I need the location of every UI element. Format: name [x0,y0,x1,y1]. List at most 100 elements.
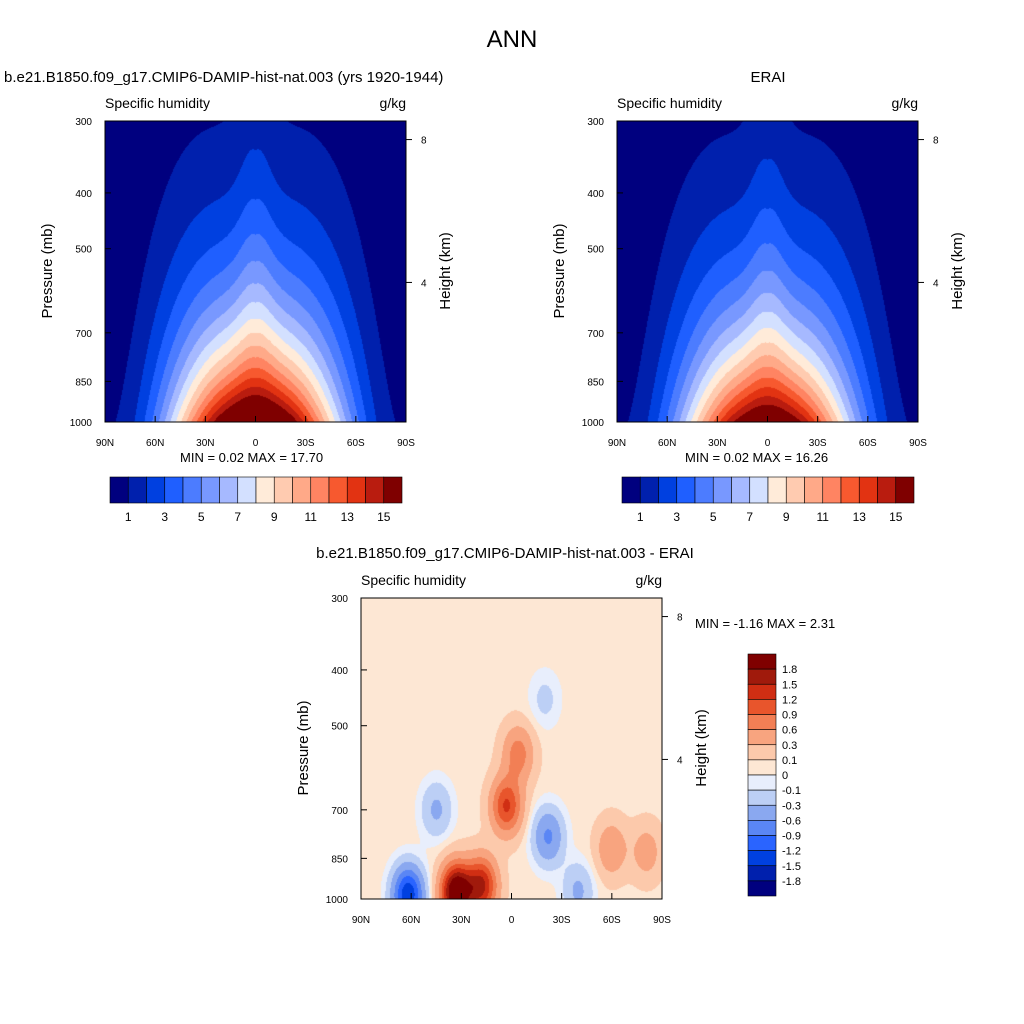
y-axis-label: Pressure (mb) [295,700,312,795]
x-tick-label: 0 [765,438,771,449]
axes: 90N 60N 30N 0 30S 60S 90S 300 400 500 700 850 1000 8 4 [70,117,427,449]
colorbar-swatch [164,476,184,504]
colorbar-swatch [747,759,777,776]
colorbar-swatch [383,476,403,504]
colorbar-swatch [858,476,878,504]
colorbar-swatch [255,476,275,504]
y-tick-label: 500 [75,245,92,256]
y-tick-label: 300 [331,594,348,605]
colorbar-swatch [639,476,659,504]
y-tick-label: 400 [331,666,348,677]
x-tick-label: 90N [608,438,626,449]
colorbar-swatch [146,476,166,504]
y-tick-label: 700 [587,329,604,340]
y-tick-label: 850 [587,377,604,388]
y-tick-label: 300 [75,117,92,128]
colorbar-label: -1.2 [782,846,801,858]
min-max-text: MIN = 0.02 MAX = 16.26 [685,450,828,465]
colorbar-swatch [747,865,777,882]
difference-field-image [361,598,662,899]
axes: 90N 60N 30N 0 30S 60S 90S 300 400 500 700 850 1000 8 4 [326,594,683,926]
x-tick-label: 60N [146,438,164,449]
colorbar-swatch [200,476,220,504]
min-max-text: MIN = -1.16 MAX = 2.31 [695,616,835,631]
colorbar-swatch [328,476,348,504]
y-tick-label: 400 [75,189,92,200]
colorbar-swatch [365,476,385,504]
colorbar-swatch [731,476,751,504]
colorbar-label: 1.5 [782,679,797,691]
x-tick-label: 30S [809,438,827,449]
colorbar-label: 9 [783,510,790,524]
colorbar-label: 3 [673,510,680,524]
colorbar-label: 11 [305,510,318,524]
x-tick-label: 30N [196,438,214,449]
colorbar-label: 15 [889,510,903,524]
colorbar-swatch [785,476,805,504]
colorbar-swatch [621,476,641,504]
colorbar-label: 0 [782,770,788,782]
colorbar: 1 3 5 7 9 11 13 15 [109,476,403,524]
x-tick-label: 60N [658,438,676,449]
colorbar-swatch [182,476,202,504]
humidity-field-image [105,121,406,422]
colorbar-swatch [747,683,777,700]
x-tick-label: 90S [909,438,927,449]
colorbar-swatch [747,653,777,670]
panel-units: g/kg [892,95,918,111]
panel-variable-title: Specific humidity [361,572,466,588]
x-tick-label: 60S [859,438,877,449]
panel-variable-title: Specific humidity [617,95,722,111]
colorbar-swatch [237,476,257,504]
colorbar-swatch [747,804,777,821]
x-tick-label: 0 [253,438,259,449]
colorbar-swatch [747,820,777,836]
colorbar-label: 1 [637,510,644,524]
colorbar-label: -0.9 [782,831,801,843]
colorbar-label: 3 [161,510,168,524]
panel-difference: b.e21.B1850.f09_g17.CMIP6-DAMIP-hist-nat… [295,545,835,926]
x-tick-label: 90S [653,915,671,926]
colorbar-swatch [747,789,777,806]
colorbar-label: 9 [271,510,278,524]
y-tick-label: 1000 [70,418,93,429]
x-tick-label: 60N [402,915,420,926]
panel-model: b.e21.B1850.f09_g17.CMIP6-DAMIP-hist-nat… [4,69,454,524]
y-right-tick-label: 8 [677,613,683,624]
panel-erai: ERAI Specific humidity g/kg 90N 60N 30N 0 30… [551,69,966,524]
colorbar-label: -1.5 [782,861,801,873]
colorbar-swatch [292,476,312,504]
colorbar-label: 11 [817,510,830,524]
colorbar-label: 0.9 [782,710,797,722]
colorbar-swatch [658,476,678,504]
y-right-tick-label: 4 [677,755,683,766]
colorbar-swatch [676,476,696,504]
x-tick-label: 30S [553,915,571,926]
y-axis-right-label: Height (km) [949,232,966,310]
min-max-text: MIN = 0.02 MAX = 17.70 [180,450,323,465]
colorbar-swatch [822,476,842,504]
y-tick-label: 300 [587,117,604,128]
x-tick-label: 0 [509,915,515,926]
colorbar-swatch [840,476,860,504]
colorbar-label: 1.2 [782,694,797,706]
colorbar-swatch [346,476,366,504]
colorbar-swatch [127,476,147,504]
colorbar-swatch [694,476,714,504]
colorbar-label: -0.3 [782,800,801,812]
colorbar-label: 15 [377,510,391,524]
colorbar-label: 13 [853,510,867,524]
y-right-tick-label: 4 [421,278,427,289]
x-tick-label: 60S [347,438,365,449]
colorbar: 1.8 1.5 1.2 0.9 0.6 0.3 0.1 0 -0.1 -0.3 -0.6 -0.9 -1… [747,653,801,897]
colorbar-swatch [310,476,330,504]
y-right-tick-label: 4 [933,278,939,289]
colorbar: 1 3 5 7 9 11 13 15 [621,476,915,524]
colorbar-label: 13 [341,510,355,524]
colorbar-swatch [747,835,777,851]
y-tick-label: 850 [331,854,348,865]
colorbar-swatch [767,476,787,504]
x-tick-label: 30N [452,915,470,926]
colorbar-swatch [747,714,777,730]
